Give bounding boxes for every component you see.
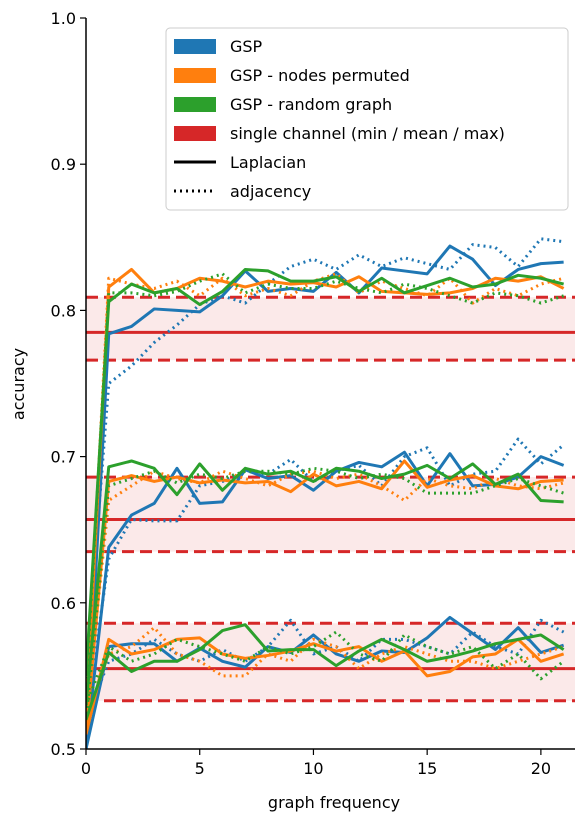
series-line xyxy=(86,623,565,721)
series-line xyxy=(86,459,564,706)
reference-band xyxy=(86,477,575,552)
legend-label: Laplacian xyxy=(230,153,306,172)
y-axis-label: accuracy xyxy=(9,348,28,420)
series-line xyxy=(86,630,565,706)
series-line xyxy=(86,636,565,735)
legend-label: adjacency xyxy=(230,182,311,201)
legend-label: GSP xyxy=(230,37,263,56)
legend-frame xyxy=(165,27,569,211)
y-tick-label: 0.5 xyxy=(51,740,76,759)
x-tick-label: 0 xyxy=(81,759,91,778)
y-tick-label: 1.0 xyxy=(51,9,76,28)
legend: GSP GSP - nodes permuted GSP - random grap… xyxy=(165,27,569,211)
y-tick-label: 0.6 xyxy=(51,594,76,613)
legend-swatch xyxy=(174,39,216,54)
y-tick-label: 0.9 xyxy=(51,155,76,174)
y-tick-label: 0.8 xyxy=(51,301,76,320)
x-tick-label: 20 xyxy=(531,759,551,778)
legend-label: GSP - nodes permuted xyxy=(230,66,410,85)
y-tick-label: 0.7 xyxy=(51,448,76,467)
series-line xyxy=(86,272,565,706)
series-line xyxy=(86,626,565,721)
axes: 0.5 0.6 0.7 0.8 0.9 1.0 0 5 10 15 20 xyxy=(51,9,575,778)
x-tick-label: 5 xyxy=(195,759,205,778)
legend-label: GSP - random graph xyxy=(230,95,392,114)
reference-band xyxy=(86,297,575,361)
legend-swatch xyxy=(174,126,216,141)
legend-label: single channel (min / mean / max) xyxy=(230,124,505,143)
x-tick-label: 15 xyxy=(417,759,437,778)
series-line xyxy=(86,466,565,720)
series-line xyxy=(86,267,565,676)
series-line xyxy=(86,244,564,749)
legend-swatch xyxy=(174,97,216,112)
legend-swatch xyxy=(174,68,216,83)
plot-area xyxy=(86,237,575,749)
x-tick-label: 10 xyxy=(303,759,323,778)
x-axis-label: graph frequency xyxy=(268,793,400,812)
series-line xyxy=(86,237,564,677)
